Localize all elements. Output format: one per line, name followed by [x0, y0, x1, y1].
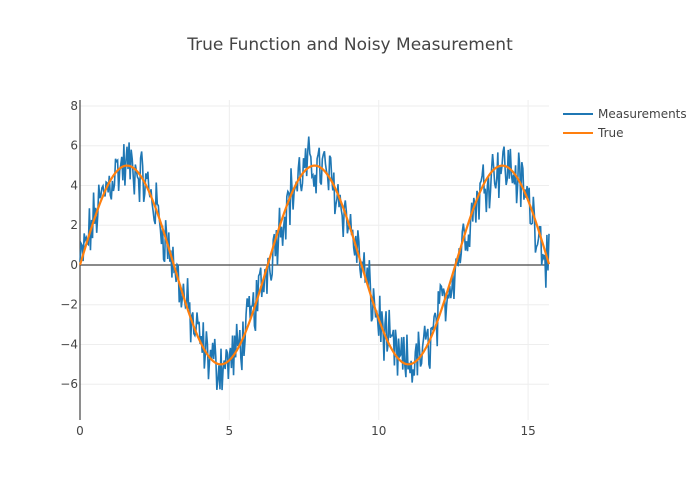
chart-title: True Function and Noisy Measurement [186, 35, 513, 55]
legend[interactable]: Measurements True [563, 107, 687, 140]
grid-group [80, 100, 549, 420]
legend-item-measurements[interactable]: Measurements [563, 107, 687, 121]
y-tick-label: 6 [70, 139, 78, 153]
x-tick-label: 15 [520, 424, 535, 438]
x-tick-label: 0 [76, 424, 84, 438]
y-tick-label: 2 [70, 218, 78, 232]
legend-item-true[interactable]: True [563, 126, 624, 140]
x-tick-label: 10 [371, 424, 386, 438]
y-tick-label: −2 [60, 298, 78, 312]
y-tick-label: −6 [60, 377, 78, 391]
legend-label-true: True [597, 126, 624, 140]
axes-group [79, 100, 549, 420]
ticks-group: 0 5 10 15 −6 −4 −2 0 2 4 6 8 [60, 99, 535, 438]
y-tick-label: 0 [70, 258, 78, 272]
series-group [78, 136, 551, 391]
y-tick-label: 8 [70, 99, 78, 113]
x-tick-label: 5 [226, 424, 234, 438]
true-series-line [78, 164, 551, 366]
y-tick-label: 4 [70, 178, 78, 192]
y-tick-label: −4 [60, 337, 78, 351]
measurements-series-line [79, 136, 550, 391]
legend-label-measurements: Measurements [598, 107, 687, 121]
